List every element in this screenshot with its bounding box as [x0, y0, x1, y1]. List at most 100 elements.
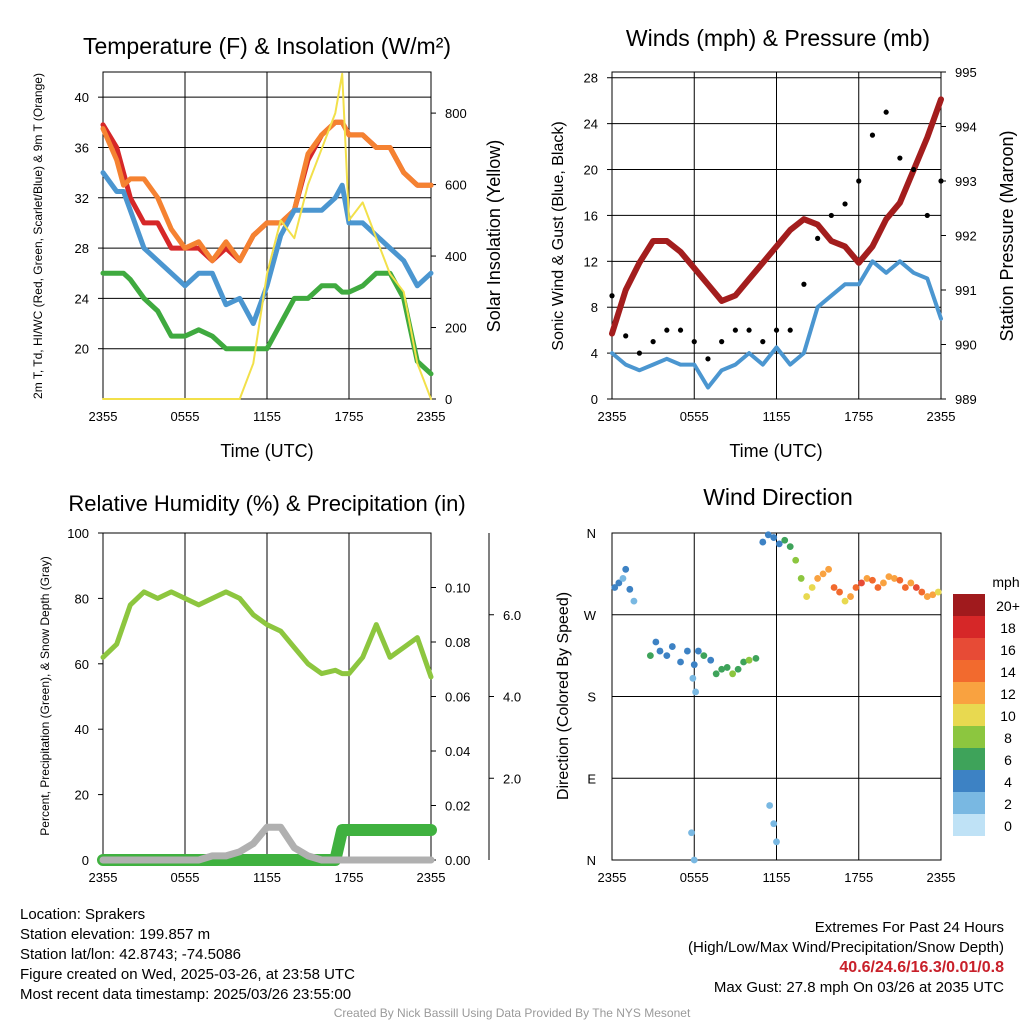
x-tick-label: 2355: [89, 409, 118, 424]
legend-swatch: [953, 748, 985, 770]
station-info: Location: Sprakers Station elevation: 19…: [20, 905, 355, 1005]
direction-point: [630, 597, 638, 605]
y-tick-label: 4: [591, 346, 598, 361]
legend-label: 0: [1004, 818, 1012, 834]
y2-tick-label: 800: [445, 106, 467, 121]
y2-tick-label: 0.04: [445, 744, 470, 759]
y2-tick-label: 0.00: [445, 853, 470, 868]
y-tick-label: 20: [75, 342, 89, 357]
x-tick-label: 0555: [171, 409, 200, 424]
y-tick-label: 24: [584, 117, 598, 132]
direction-point: [646, 652, 654, 660]
y-tick-label: 16: [584, 208, 598, 223]
x-tick-label: 1155: [763, 870, 791, 885]
gust-point: [650, 339, 656, 345]
legend-swatch: [953, 594, 985, 616]
direction-point: [901, 584, 909, 591]
gust-point: [623, 333, 629, 339]
y-axis-label: 2m T, Td, HI/WC (Red, Green, Scarlet/Blu…: [31, 73, 45, 399]
direction-point: [781, 536, 789, 544]
direction-point: [611, 584, 619, 591]
y2-tick-label: 990: [955, 338, 977, 353]
y2-tick-label: 0.10: [445, 581, 470, 596]
extremes-subtitle: (High/Low/Max Wind/Precipitation/Snow De…: [688, 939, 1004, 956]
direction-point: [847, 593, 854, 600]
direction-point: [729, 670, 737, 678]
legend-label: 6: [1004, 752, 1012, 768]
gust-point: [856, 178, 862, 184]
direction-point: [668, 643, 676, 650]
y2-tick-label: 991: [955, 283, 977, 298]
direction-point: [690, 661, 698, 669]
gust-point: [938, 178, 944, 184]
y-tick-label: 12: [584, 254, 598, 269]
x-tick-label: 2355: [927, 870, 956, 885]
legend-swatch: [953, 660, 985, 682]
direction-point: [852, 584, 860, 591]
extremes-panel: Extremes For Past 24 Hours (High/Low/Max…: [688, 918, 1004, 998]
gust-point: [883, 109, 889, 115]
max-gust: Max Gust: 27.8 mph On 03/26 at 2035 UTC: [713, 979, 1004, 996]
series-orange: [100, 119, 434, 264]
direction-point: [836, 588, 843, 596]
y-tick-label: 0: [591, 392, 598, 407]
direction-point: [688, 829, 695, 837]
legend-swatch: [953, 726, 985, 748]
x-tick-label: 2355: [927, 409, 956, 424]
y2-tick-label: 600: [445, 178, 467, 193]
y-axis-label: Percent, Precipitation (Green), & Snow D…: [38, 556, 52, 835]
meteogram-figure: Temperature (F) & Insolation (W/m²)2355 0…: [31, 25, 1020, 885]
x-axis-label: Time (UTC): [729, 441, 822, 461]
direction-point: [918, 588, 926, 596]
y-tick-label: N: [587, 853, 596, 868]
direction-point: [814, 575, 822, 582]
direction-point: [692, 688, 700, 696]
legend-swatch: [953, 770, 985, 792]
y2-axis-label: Solar Insolation (Yellow): [484, 140, 504, 332]
series-blue: [100, 170, 434, 326]
direction-point: [626, 585, 634, 593]
chart-title: Wind Direction: [703, 484, 853, 510]
direction-point: [863, 575, 871, 582]
gust-point: [746, 327, 752, 333]
legend-swatch: [953, 682, 985, 704]
y2-tick-label: 0: [445, 392, 452, 407]
direction-point: [885, 573, 893, 580]
y-tick-label: N: [587, 526, 596, 541]
y-tick-label: 100: [67, 526, 89, 541]
gust-point: [773, 327, 780, 333]
y3-tick-label: 6.0: [503, 608, 521, 623]
series-green: [100, 589, 434, 680]
y2-tick-label: 0.06: [445, 690, 470, 705]
direction-point: [770, 820, 778, 828]
x-tick-label: 2355: [417, 409, 446, 424]
direction-point: [764, 531, 772, 539]
y3-tick-label: 4.0: [503, 690, 521, 705]
direction-point: [786, 543, 794, 551]
x-tick-label: 1755: [844, 870, 873, 885]
y-tick-label: S: [587, 690, 596, 705]
direction-point: [792, 556, 800, 564]
legend-label: 12: [1000, 686, 1016, 702]
direction-point: [663, 652, 671, 660]
direction-point: [775, 540, 783, 548]
y-tick-label: W: [584, 608, 597, 623]
x-tick-label: 1155: [253, 870, 281, 885]
direction-point: [656, 647, 664, 655]
direction-point: [929, 591, 937, 599]
gust-point: [691, 339, 697, 345]
direction-point: [912, 584, 920, 591]
direction-point: [694, 647, 702, 655]
direction-point: [934, 588, 942, 596]
x-tick-label: 0555: [680, 409, 709, 424]
direction-point: [652, 638, 660, 646]
direction-point: [766, 802, 774, 809]
y2-tick-label: 994: [955, 120, 977, 135]
gust-point: [760, 339, 766, 345]
y2-tick-label: 993: [955, 174, 977, 189]
direction-point: [619, 575, 627, 582]
y-tick-label: 0: [82, 853, 89, 868]
legend-label: 4: [1004, 774, 1012, 790]
y2-tick-label: 995: [955, 65, 977, 80]
